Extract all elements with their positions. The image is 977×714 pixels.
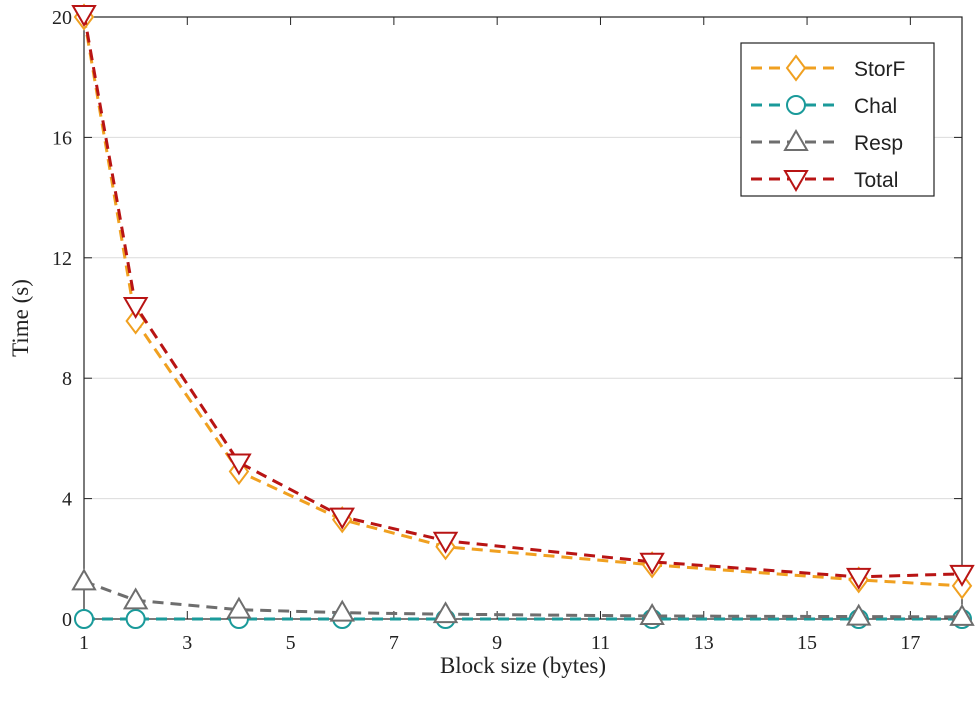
data-point [845,567,872,590]
legend: StorF Chal Resp Total [740,42,935,197]
legend-label: Total [854,169,898,192]
x-axis-label: Block size (bytes) [440,653,606,678]
data-point [226,596,252,619]
x-tick-label: 7 [389,632,399,654]
x-tick-label: 11 [591,632,610,654]
series-line [82,16,963,588]
y-tick-label: 4 [62,489,72,511]
y-tick-label: 0 [62,609,72,631]
legend-item: Resp [751,129,903,155]
y-tick-label: 16 [52,127,72,149]
data-point [639,552,665,575]
data-point [949,564,975,587]
legend-item: Total [751,169,898,192]
y-tick-label: 12 [52,248,72,270]
legend-item: StorF [751,54,905,82]
legend-label: StorF [854,58,905,81]
data-point [71,4,97,27]
series-resp [71,568,975,626]
x-tick-label: 1 [79,632,89,654]
data-point [125,609,146,629]
data-point [329,599,355,622]
legend-marker [786,95,806,115]
series-group [71,3,975,629]
data-point [949,603,975,626]
y-axis-label: Time (s) [8,279,33,357]
series-line [83,579,963,619]
x-tick-label: 3 [182,632,192,654]
data-point [639,602,665,625]
legend-label: Resp [854,132,903,155]
x-tick-label: 5 [286,632,296,654]
data-point [122,587,149,610]
legend-label: Chal [854,95,897,118]
x-tick-label: 15 [797,632,817,654]
y-tick-label: 8 [62,368,72,390]
data-point [845,603,872,626]
data-point [122,296,149,319]
legend-item: Chal [751,95,897,118]
x-tick-label: 9 [492,632,502,654]
x-tick-label: 17 [900,632,920,654]
data-point [329,507,355,530]
legend-marker [783,170,809,192]
y-tick-label: 20 [52,7,72,29]
data-point [74,609,94,629]
data-point [432,601,459,624]
legend-marker [785,54,807,82]
x-tick-label: 13 [694,632,714,654]
data-point [71,568,97,591]
series-total [71,4,975,590]
legend-marker [783,129,809,151]
data-point [226,453,252,476]
series-line [82,13,963,579]
data-point [432,531,459,554]
